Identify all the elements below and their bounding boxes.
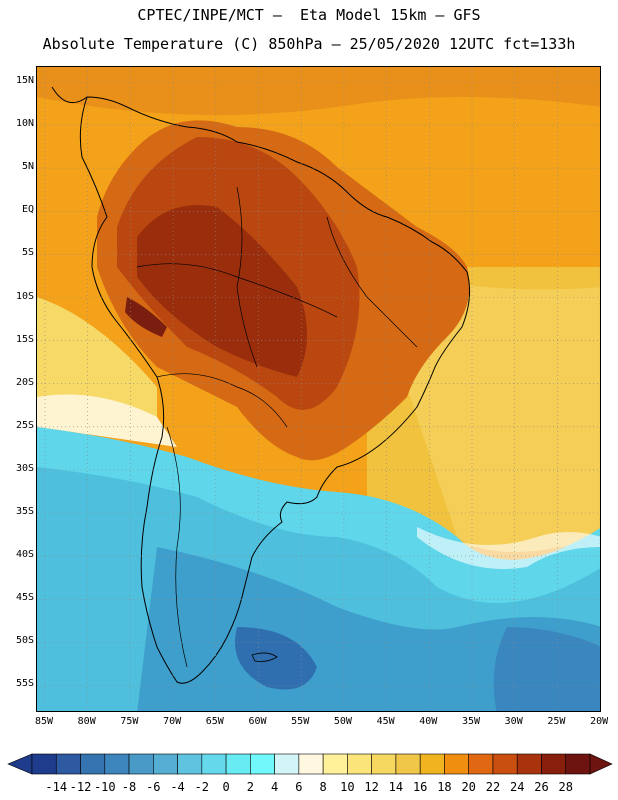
- lon-label: 35W: [461, 716, 481, 727]
- colorbar-swatch: [80, 753, 106, 775]
- colorbar-swatch: [541, 753, 567, 775]
- colorbar-label: 12: [364, 780, 379, 794]
- colorbar-label: 4: [270, 780, 279, 794]
- lat-label: 5S: [21, 247, 34, 259]
- field-se-cold: [493, 627, 600, 711]
- colorbar-label: 18: [437, 780, 452, 794]
- colorbar-label: -10: [93, 780, 116, 794]
- colorbar-label: 22: [485, 780, 501, 794]
- colorbar-label: -2: [194, 780, 210, 794]
- lat-label: 20S: [15, 376, 34, 388]
- colorbar-swatch: [419, 753, 445, 775]
- lon-label: 50W: [333, 716, 352, 727]
- lat-label: EQ: [21, 204, 34, 216]
- lat-label: 25S: [15, 419, 34, 431]
- lat-label: 40S: [15, 549, 34, 561]
- lon-label: 65W: [205, 716, 224, 727]
- colorbar-swatch: [250, 753, 275, 775]
- colorbar-label: -14: [45, 780, 68, 794]
- colorbar-label: 2: [246, 780, 254, 794]
- lon-label: 75W: [120, 716, 139, 727]
- colorbar-swatch: [177, 753, 203, 775]
- colorbar-swatch: [298, 753, 324, 775]
- colorbar-swatch: [128, 753, 154, 775]
- colorbar-swatch: [322, 753, 348, 775]
- border-line: [236, 186, 258, 368]
- field-pacific-pale: [37, 394, 177, 447]
- colorbar-label: 0: [222, 780, 230, 794]
- lon-label: 25W: [547, 716, 566, 727]
- colorbar-label: -4: [170, 780, 185, 794]
- lat-label: 10S: [15, 290, 34, 302]
- chart-title-line2: Absolute Temperature (C) 850hPa – 25/05/…: [42, 35, 576, 53]
- lat-label: 5N: [21, 161, 34, 173]
- colorbar-swatch: [444, 753, 469, 775]
- colorbar-swatch: [565, 753, 591, 775]
- lat-label: 15S: [15, 333, 34, 345]
- border-line: [136, 263, 338, 318]
- colorbar-swatch: [492, 753, 518, 775]
- colorbar-swatch: [395, 753, 421, 775]
- colorbar-swatch: [225, 753, 251, 775]
- colorbar-label: 24: [509, 780, 525, 794]
- colorbar-label: -6: [146, 780, 161, 794]
- border-line: [156, 373, 288, 428]
- border-line: [166, 426, 188, 668]
- colorbar-label: 6: [295, 780, 303, 794]
- lon-label: 80W: [77, 716, 96, 727]
- border-line: [326, 216, 418, 348]
- temperature-map: [36, 66, 601, 712]
- field-continent-hotter: [137, 205, 307, 377]
- colorbar-swatch: [468, 753, 494, 775]
- lon-label: 60W: [248, 716, 267, 727]
- colorbar-label: 14: [388, 780, 404, 794]
- colorbar-label: -12: [69, 780, 92, 794]
- colorbar-overflow-triangle: [589, 753, 613, 775]
- lat-label: 15N: [15, 75, 34, 86]
- coastline-central-america: [51, 86, 88, 104]
- field-front-pale: [417, 527, 600, 569]
- field-cold-core: [235, 627, 317, 690]
- colorbar-swatch: [274, 753, 300, 775]
- lat-label: 50S: [15, 635, 34, 647]
- lon-label: 85W: [34, 716, 54, 727]
- colorbar-swatch: [516, 753, 542, 775]
- lat-label: 35S: [15, 506, 34, 517]
- colorbar-label: 20: [461, 780, 476, 794]
- field-north-band: [37, 67, 600, 115]
- colorbar-label: 16: [412, 780, 428, 794]
- lon-label: 70W: [163, 716, 182, 727]
- colorbar-underflow-triangle: [7, 753, 33, 775]
- lon-label: 55W: [291, 716, 310, 727]
- colorbar-swatch: [201, 753, 227, 775]
- lon-label: 40W: [419, 716, 438, 727]
- colorbar-swatch: [104, 753, 130, 775]
- colorbar-label: 8: [319, 780, 327, 794]
- colorbar-swatch: [55, 753, 81, 775]
- lon-label: 20W: [590, 716, 609, 727]
- colorbar-label: -8: [121, 780, 137, 794]
- lat-label: 55S: [15, 678, 34, 690]
- colorbar-swatch: [371, 753, 397, 775]
- field-hot-core: [125, 297, 167, 337]
- colorbar-label: 28: [558, 780, 573, 794]
- colorbar-swatch: [31, 753, 57, 775]
- lon-label: 30W: [504, 716, 523, 727]
- colorbar-label: 10: [340, 780, 355, 794]
- colorbar-swatch: [347, 753, 372, 775]
- colorbar-swatch: [153, 753, 178, 775]
- lat-label: 30S: [15, 462, 34, 474]
- lon-label: 45W: [376, 716, 395, 727]
- chart-title-line1: CPTEC/INPE/MCT – Eta Model 15km – GFS: [137, 6, 481, 24]
- colorbar-label: 26: [534, 780, 549, 794]
- lat-label: 10N: [15, 118, 34, 130]
- lat-label: 45S: [15, 592, 34, 604]
- temperature-colorbar: [7, 753, 613, 775]
